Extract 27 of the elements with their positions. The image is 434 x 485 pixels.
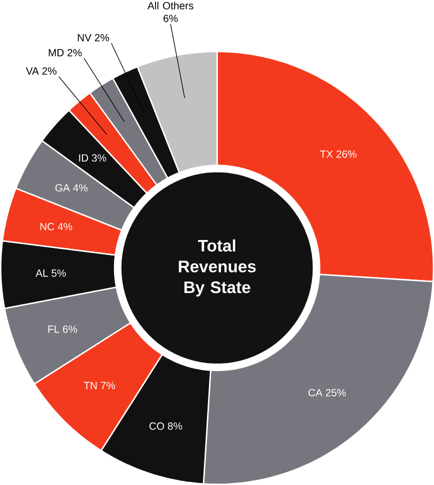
slice-label: NC [40, 222, 54, 230]
data-label: 3% [92, 154, 106, 162]
data-label: 4% [72, 184, 88, 192]
slice-label: TX [320, 150, 333, 158]
data-label: 6% [62, 325, 78, 333]
slice-label: VA [26, 67, 39, 75]
data-label: 2% [67, 49, 82, 56]
text: Total Revenues By State [178, 239, 256, 296]
data-label: 5% [52, 269, 66, 277]
data-label: 25% [326, 388, 346, 396]
data-label: 26% [336, 150, 356, 158]
slice-label: CO [149, 422, 164, 430]
data-label: 7% [100, 382, 115, 390]
slice-label: All Others [147, 2, 194, 10]
data-label: 6% [163, 14, 178, 22]
slice-label: TN [84, 382, 97, 390]
data-label: 2% [42, 67, 56, 75]
slice-label: FL [48, 326, 60, 333]
data-label: 8% [168, 422, 182, 430]
slice-label: MD [48, 49, 64, 56]
data-label: 2% [94, 34, 109, 42]
slice-label: GA [55, 184, 70, 192]
slice-label: AL [36, 270, 48, 277]
slice-label: ID [79, 154, 88, 162]
data-label: 4% [58, 222, 72, 230]
slice-label: CA [308, 388, 322, 396]
slice-label: NV [78, 34, 92, 42]
